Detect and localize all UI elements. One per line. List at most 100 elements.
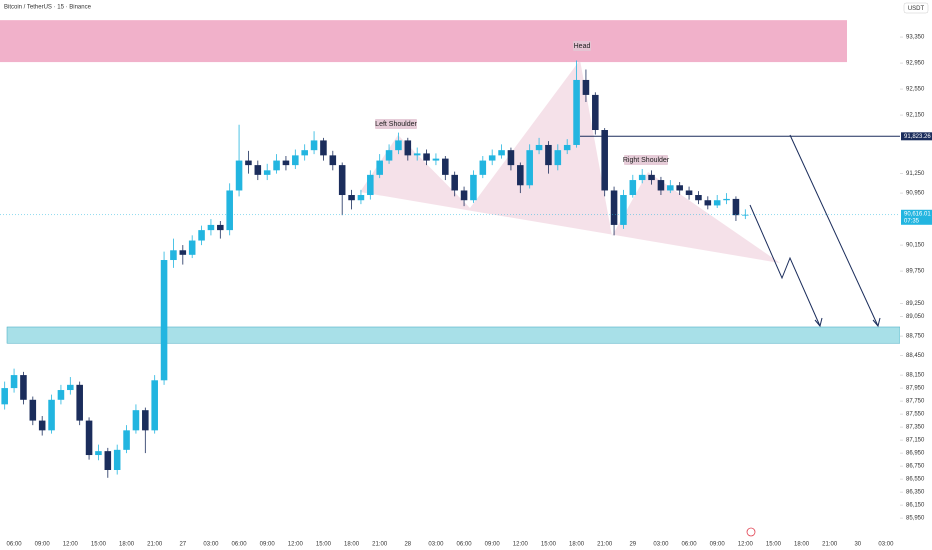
candle-body <box>545 144 552 166</box>
x-tick-label: 03:00 <box>428 542 444 548</box>
x-tick-label: 29 <box>629 542 636 548</box>
x-tick-label: 27 <box>179 542 186 548</box>
candle-body <box>488 155 496 161</box>
candle-body <box>573 79 580 145</box>
candle-body <box>29 399 37 421</box>
x-tick-label: 06:00 <box>232 542 248 548</box>
y-tick-label: 91,250 <box>906 171 925 177</box>
pattern-shading <box>360 60 780 263</box>
y-tick-label: 93,350 <box>906 35 925 41</box>
y-tick-label: 87,950 <box>906 386 925 392</box>
annotation-box <box>375 119 417 129</box>
candle-body <box>742 214 749 216</box>
y-tick-label: 88,450 <box>906 353 925 359</box>
candle-body <box>432 158 440 161</box>
candle-body <box>160 260 168 381</box>
x-tick-label: 18:00 <box>344 542 360 548</box>
candle-body <box>226 190 233 231</box>
x-tick-label: 12:00 <box>63 542 79 548</box>
x-tick-label: 18:00 <box>794 542 810 548</box>
y-tick-label: 88,150 <box>906 373 925 379</box>
candle-body <box>442 158 449 175</box>
candle-body <box>292 155 299 166</box>
countdown: 07:35 <box>904 218 920 224</box>
arrow-head <box>814 317 823 328</box>
candle-body <box>723 198 730 201</box>
x-tick-label: 15:00 <box>316 542 332 548</box>
candle-body <box>385 150 393 161</box>
candle-body <box>320 140 327 156</box>
candle-body <box>582 79 590 95</box>
candle-body <box>695 195 702 201</box>
zone <box>0 20 847 63</box>
candle-body <box>507 150 515 166</box>
candle-body <box>123 430 130 450</box>
candle-body <box>601 130 608 191</box>
candle-body <box>254 165 262 175</box>
x-tick-label: 15:00 <box>766 542 782 548</box>
annotation-box <box>624 155 668 165</box>
x-tick-label: 03:00 <box>203 542 219 548</box>
x-tick-label: 21:00 <box>597 542 613 548</box>
y-tick-label: 90,950 <box>906 191 925 197</box>
y-tick-label: 86,150 <box>906 503 925 509</box>
candle-body <box>563 144 571 151</box>
candle-body <box>301 150 308 156</box>
last-price-label: 90,616.01 <box>904 211 931 217</box>
candle-body <box>273 160 280 171</box>
candle-body <box>48 399 55 431</box>
y-tick-label: 89,050 <box>906 314 925 320</box>
candle-body <box>338 165 346 196</box>
y-tick-label: 90,150 <box>906 243 925 249</box>
candle-body <box>207 224 215 231</box>
x-tick-label: 09:00 <box>485 542 501 548</box>
candle-body <box>517 165 524 186</box>
candle-body <box>676 185 683 191</box>
candle-body <box>217 224 224 231</box>
candle-body <box>57 390 65 400</box>
candle-body <box>648 174 655 181</box>
candle-body <box>704 200 712 206</box>
candle-body <box>657 180 665 191</box>
candle-body <box>554 150 562 166</box>
x-tick-label: 03:00 <box>653 542 669 548</box>
candle-body <box>479 160 487 175</box>
x-tick-label: 06:00 <box>457 542 473 548</box>
candle-body <box>526 150 533 186</box>
candle-body <box>142 410 149 431</box>
candle-body <box>404 140 412 156</box>
candle-body <box>620 195 627 225</box>
x-tick-label: 12:00 <box>738 542 754 548</box>
price-label: 91,823.26 <box>904 134 931 140</box>
clock-icon <box>746 527 756 537</box>
x-tick-label: 06:00 <box>7 542 23 548</box>
y-tick-label: 88,750 <box>906 334 925 340</box>
currency-box <box>903 2 929 14</box>
candle-body <box>413 153 421 156</box>
candle-body <box>198 230 205 241</box>
x-tick-label: 21:00 <box>147 542 163 548</box>
x-tick-label: 03:00 <box>878 542 894 548</box>
x-tick-label: 15:00 <box>541 542 557 548</box>
candle-body <box>732 198 740 216</box>
annotation-box <box>573 41 591 51</box>
y-tick-label: 89,250 <box>906 301 925 307</box>
candle-body <box>104 451 112 470</box>
candle-body <box>460 190 468 201</box>
candle-body <box>10 375 18 389</box>
arrow-head <box>872 317 881 328</box>
y-tick-label: 85,950 <box>906 516 925 522</box>
candle-body <box>95 451 102 456</box>
x-tick-label: 18:00 <box>569 542 585 548</box>
y-tick-label: 86,750 <box>906 464 925 470</box>
x-tick-label: 09:00 <box>35 542 51 548</box>
annotation: Head <box>574 43 591 50</box>
candle-body <box>451 174 458 191</box>
x-tick-label: 28 <box>404 542 411 548</box>
candle-body <box>113 449 121 470</box>
candle-body <box>67 384 74 391</box>
candle-body <box>348 195 355 201</box>
annotation: Right Shoulder <box>623 157 670 164</box>
